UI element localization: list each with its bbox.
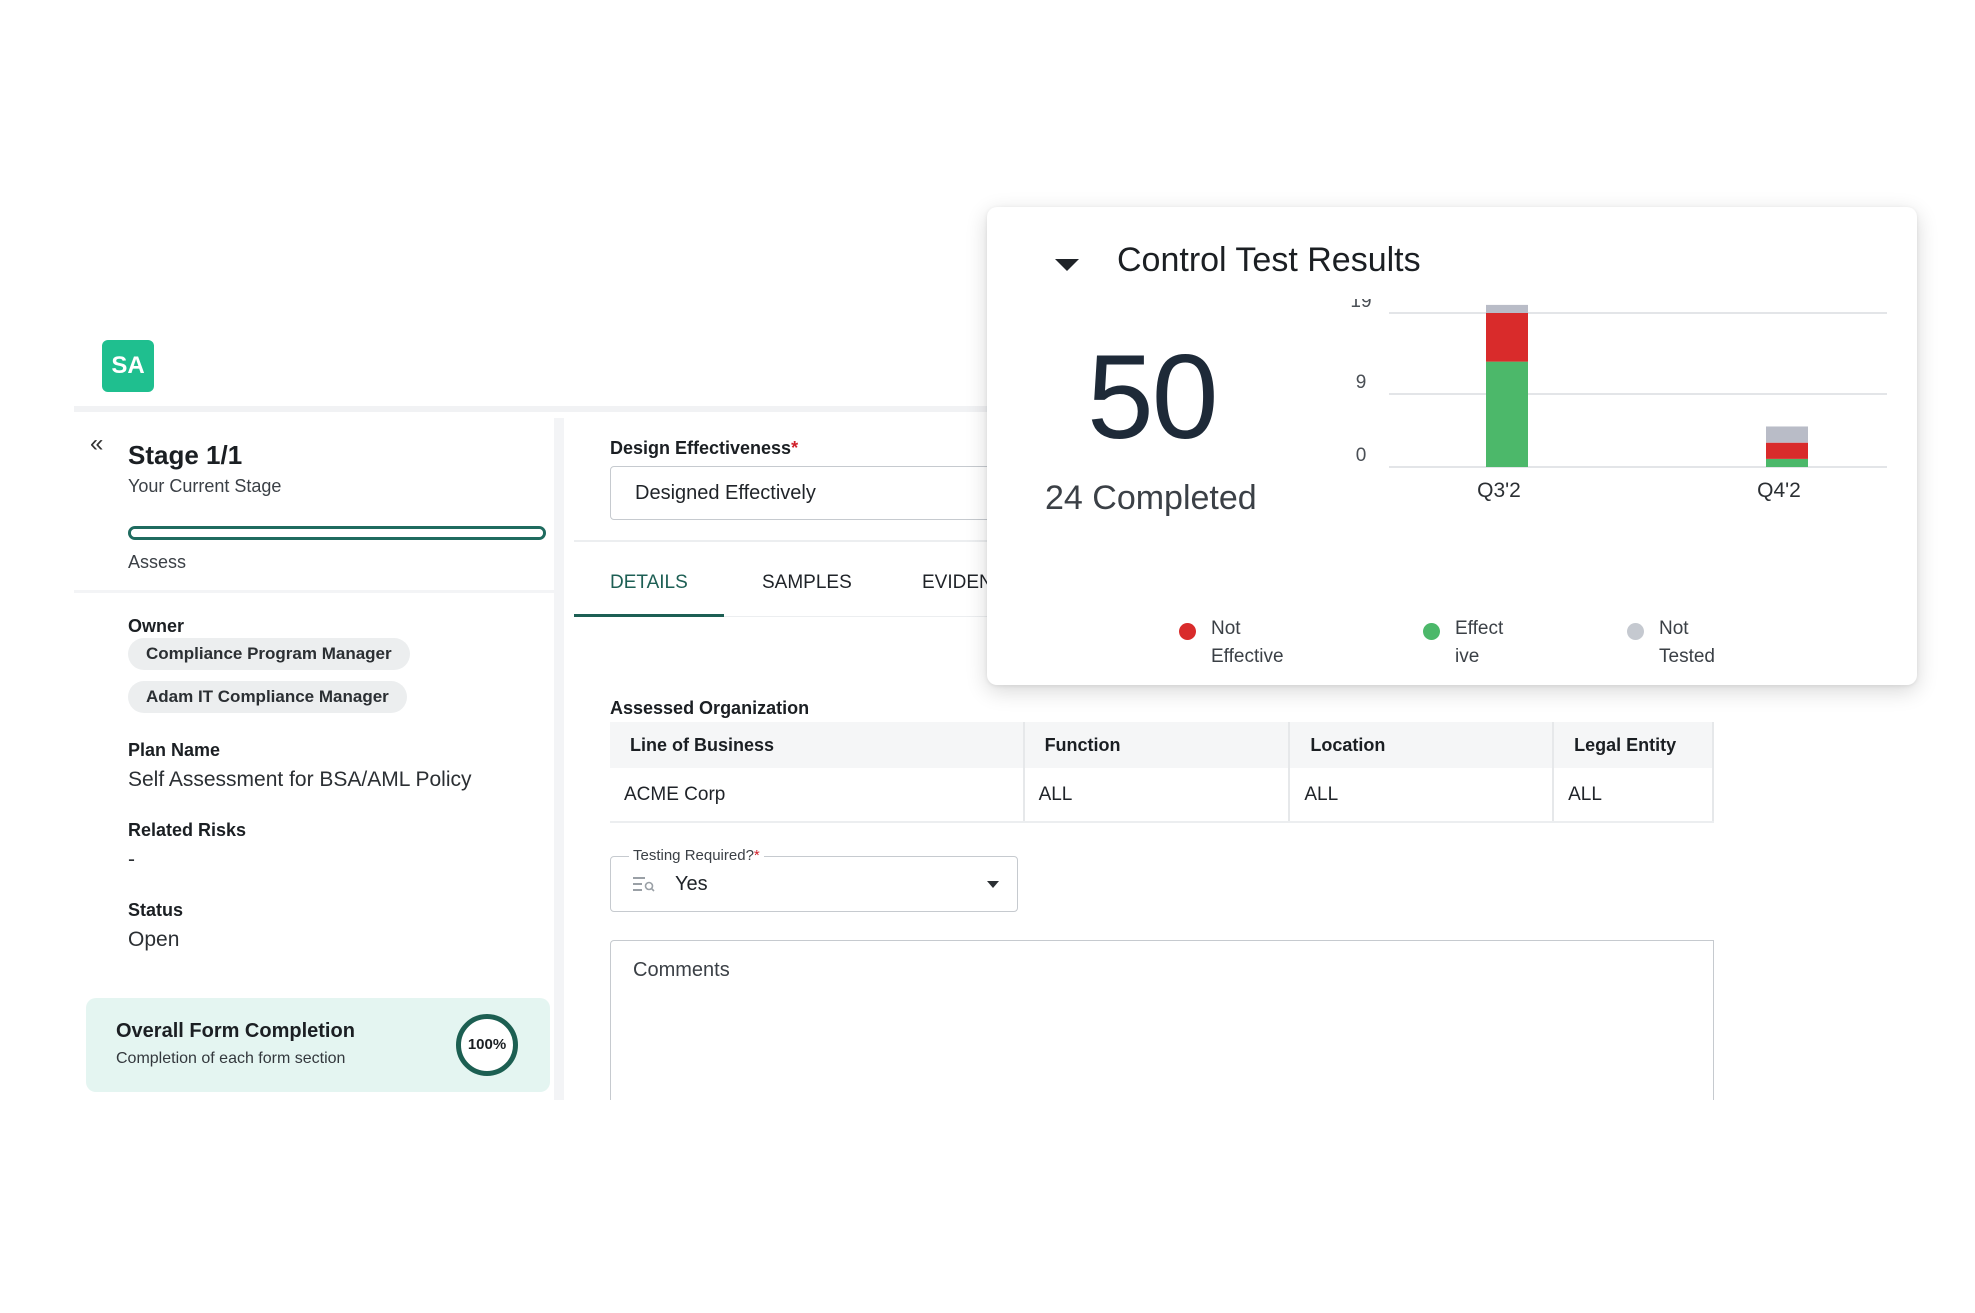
- column-header: Legal Entity: [1553, 722, 1714, 768]
- comments-placeholder: Comments: [633, 959, 730, 981]
- owner-chip[interactable]: Adam IT Compliance Manager: [128, 681, 407, 713]
- table-cell: ALL: [1553, 768, 1714, 823]
- x-tick-label: Q3'2: [1477, 479, 1521, 502]
- bar-segment: [1766, 442, 1808, 459]
- active-tab-indicator: [574, 614, 724, 617]
- list-search-icon: [633, 877, 655, 892]
- table-row: ACME Corp ALL ALL ALL: [610, 768, 1714, 823]
- owner-label: Owner: [128, 616, 185, 636]
- tab-details[interactable]: DETAILS: [610, 572, 688, 593]
- status-label: Status: [128, 900, 184, 920]
- completion-title: Overall Form Completion: [116, 1020, 355, 1042]
- design-effectiveness-select[interactable]: Designed Effectively: [610, 466, 1010, 520]
- design-effectiveness-label: Design Effectiveness*: [610, 438, 799, 458]
- legend-label: Effect: [1455, 618, 1504, 639]
- stage-progress-label: Assess: [128, 552, 187, 572]
- legend-dot: [1627, 623, 1644, 640]
- related-risks-value: -: [128, 848, 135, 871]
- tab-samples[interactable]: SAMPLES: [762, 572, 852, 593]
- bar-segment: [1486, 361, 1528, 467]
- required-mark: *: [753, 847, 760, 864]
- legend-label: Effective: [1211, 646, 1284, 667]
- testing-required-value: Yes: [675, 873, 708, 895]
- legend-label: ive: [1455, 646, 1480, 667]
- table-cell: ACME Corp: [610, 768, 1025, 823]
- completed-count: 24 Completed: [1045, 479, 1257, 517]
- assessed-organization-label: Assessed Organization: [610, 698, 810, 718]
- plan-name-label: Plan Name: [128, 740, 221, 760]
- required-mark: *: [791, 438, 799, 458]
- column-header: Line of Business: [610, 722, 1025, 768]
- legend-dot: [1423, 623, 1440, 640]
- bar-segment: [1486, 304, 1528, 313]
- chevron-down-icon[interactable]: [987, 881, 999, 888]
- legend-label: Not: [1659, 618, 1689, 639]
- legend-label: Tested: [1659, 646, 1715, 667]
- status-value: Open: [128, 928, 180, 951]
- control-test-chart: 19 9 0 Q3'2 Q4'2: [1350, 299, 1887, 502]
- stage-sidebar: « Stage 1/1 Your Current Stage Assess Ow…: [74, 418, 564, 1100]
- bar-segment: [1766, 458, 1808, 467]
- x-tick-label: Q4'2: [1757, 479, 1801, 502]
- table-cell: ALL: [1023, 768, 1291, 823]
- comments-textarea[interactable]: Comments: [610, 940, 1714, 1100]
- control-test-results-card: Control Test Results 50 24 Completed 19 9…: [987, 207, 1917, 685]
- testing-required-label: Testing Required?*: [629, 847, 764, 864]
- bar-segment: [1486, 313, 1528, 362]
- column-header: Location: [1289, 722, 1555, 768]
- form-completion-card: Overall Form Completion Completion of ea…: [86, 998, 550, 1092]
- completion-ring: 100%: [456, 1014, 518, 1076]
- bar-segment: [1766, 426, 1808, 443]
- app-logo[interactable]: SA: [102, 340, 154, 392]
- divider: [74, 590, 554, 593]
- related-risks-label: Related Risks: [128, 820, 247, 840]
- legend-dot: [1179, 623, 1196, 640]
- collapse-caret-icon[interactable]: [1055, 259, 1079, 271]
- stage-subtitle: Your Current Stage: [128, 476, 282, 496]
- card-title: Control Test Results: [1117, 241, 1421, 279]
- testing-required-select[interactable]: Testing Required?* Yes: [610, 847, 1018, 912]
- tab-evidence[interactable]: EVIDEN: [922, 572, 993, 593]
- stage-title: Stage 1/1: [128, 440, 243, 470]
- collapse-icon[interactable]: «: [90, 430, 104, 457]
- y-tick-label: 9: [1356, 372, 1367, 393]
- owner-chip[interactable]: Compliance Program Manager: [128, 638, 410, 670]
- total-count: 50: [1087, 330, 1218, 464]
- stage-progress-bar: [128, 526, 546, 540]
- assessed-organization-table: Line of Business Function Location Legal…: [610, 722, 1714, 823]
- design-effectiveness-value: Designed Effectively: [635, 482, 816, 504]
- y-tick-label: 19: [1350, 299, 1371, 312]
- column-header: Function: [1023, 722, 1291, 768]
- legend-label: Not: [1211, 618, 1241, 639]
- completion-subtitle: Completion of each form section: [116, 1050, 346, 1067]
- table-header-row: Line of Business Function Location Legal…: [610, 722, 1714, 768]
- y-tick-label: 0: [1356, 445, 1367, 466]
- table-cell: ALL: [1289, 768, 1555, 823]
- plan-name-value: Self Assessment for BSA/AML Policy: [128, 768, 472, 791]
